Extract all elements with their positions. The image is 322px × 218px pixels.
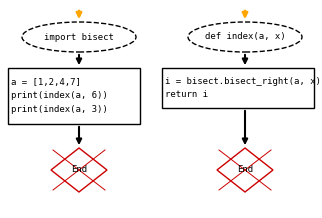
- Ellipse shape: [22, 22, 136, 52]
- Text: import bisect: import bisect: [44, 32, 114, 41]
- Text: def index(a, x): def index(a, x): [205, 32, 285, 41]
- Text: i = bisect.bisect_right(a, x)
return i: i = bisect.bisect_right(a, x) return i: [165, 77, 321, 99]
- Polygon shape: [217, 148, 273, 192]
- Text: End: End: [237, 165, 253, 174]
- Text: a = [1,2,4,7]
print(index(a, 6))
print(index(a, 3)): a = [1,2,4,7] print(index(a, 6)) print(i…: [11, 78, 108, 114]
- Text: End: End: [71, 165, 87, 174]
- Ellipse shape: [188, 22, 302, 52]
- Polygon shape: [51, 148, 107, 192]
- Bar: [162, 68, 314, 108]
- Bar: [8, 68, 140, 124]
